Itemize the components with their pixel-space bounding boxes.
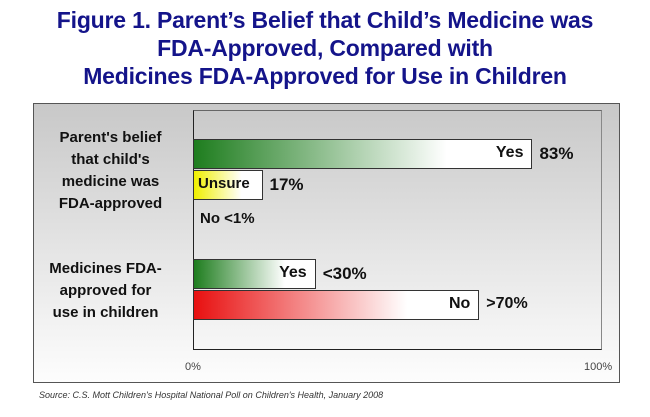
bar-inner-label: Unsure [198, 175, 250, 192]
value-label: 17% [269, 175, 304, 194]
category-label-line: FDA-approved [58, 195, 163, 212]
value-label-no-belief: No <1% [200, 210, 255, 227]
bar-no: No [193, 290, 480, 320]
category-label-line: Medicines FDA- [49, 260, 162, 277]
category-label-fda-approved: Medicines FDA- approved for use in child… [28, 258, 183, 324]
bar-yes: Yes [193, 259, 316, 289]
bar-inner-label: No [448, 295, 471, 312]
value-label: 83% [539, 144, 574, 163]
title-line-1: Figure 1. Parent’s Belief that Child’s M… [56, 7, 594, 33]
x-tick-0: 0% [185, 361, 201, 373]
x-tick-100: 100% [584, 361, 613, 373]
title-line-3: Medicines FDA-Approved for Use in Childr… [83, 63, 567, 89]
value-label: <30% [322, 264, 367, 283]
category-label-line: that child's [71, 151, 150, 168]
plot-area [193, 110, 602, 350]
chart-title: Figure 1. Parent’s Belief that Child’s M… [0, 6, 650, 90]
bar-yes: Yes [193, 139, 533, 169]
bar-inner-label: Yes [495, 144, 524, 161]
category-label-line: approved for [59, 282, 152, 299]
category-label-line: Parent's belief [59, 129, 162, 146]
source-note: Source: C.S. Mott Children's Hospital Na… [39, 390, 384, 400]
category-label-line: medicine was [61, 173, 160, 190]
title-line-2: FDA-Approved, Compared with [157, 35, 493, 61]
category-label-line: use in children [52, 304, 159, 321]
category-label-parent-belief: Parent's belief that child's medicine wa… [33, 127, 188, 215]
bar-unsure: Unsure [193, 170, 263, 200]
bar-inner-label: Yes [279, 264, 307, 281]
value-label: >70% [486, 295, 528, 312]
